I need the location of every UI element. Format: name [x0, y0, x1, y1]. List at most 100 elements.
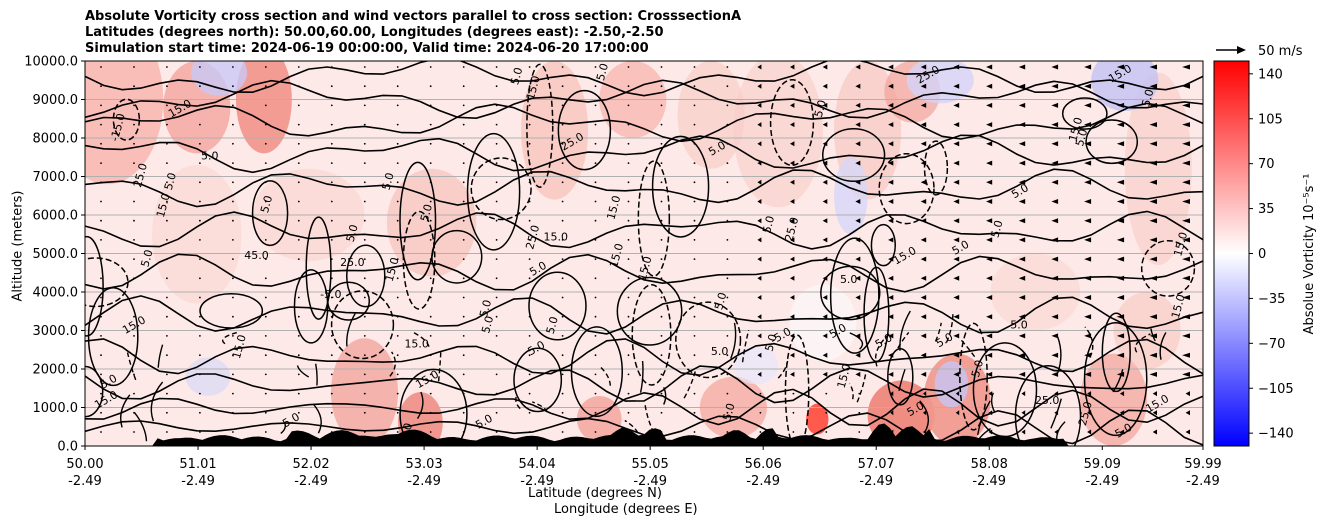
wind-vector: [1051, 295, 1059, 300]
wind-vector: [396, 354, 399, 357]
wind-vector: [986, 371, 993, 377]
wind-vector: [888, 83, 894, 89]
wind-vector: [986, 218, 993, 224]
wind-vector: [462, 296, 465, 299]
wind-vector: [528, 85, 531, 88]
wind-vector: [1182, 83, 1190, 89]
wind-vector: [199, 123, 201, 126]
wind-vector: [429, 315, 432, 318]
contour-line-low-level: [413, 332, 430, 347]
wind-vector: [953, 122, 960, 128]
wind-vector: [1149, 314, 1157, 320]
wind-vector: [100, 258, 102, 260]
wind-vector: [822, 160, 828, 166]
contour-label: 5.0: [711, 345, 729, 358]
wind-vector: [1084, 179, 1092, 185]
wind-vector: [822, 371, 828, 377]
wind-vector: [1018, 83, 1026, 89]
contour-line-low-level: [960, 339, 976, 358]
wind-vector: [920, 333, 927, 339]
contour-loop: [675, 301, 742, 379]
wind-vector: [726, 85, 729, 88]
wind-vector: [1116, 64, 1125, 70]
wind-vector: [1084, 102, 1092, 108]
wind-vector: [627, 411, 630, 414]
wind-vector: [363, 392, 366, 395]
wind-vector: [822, 275, 828, 281]
wind-vector: [330, 354, 333, 357]
x-tick-label-latitude: 52.02: [292, 457, 329, 472]
wind-vector: [726, 392, 729, 395]
wind-vector: [1185, 391, 1190, 397]
wind-vector: [363, 431, 366, 433]
wind-vector: [495, 392, 498, 395]
wind-vector: [757, 256, 762, 262]
wind-vector: [986, 256, 993, 262]
contour-line: [85, 134, 1203, 174]
wind-vector: [790, 199, 795, 204]
wind-vector: [693, 296, 696, 299]
wind-vector: [988, 429, 993, 435]
wind-vector: [986, 64, 993, 70]
contour-loop: [959, 322, 988, 431]
contour-label: 25.0: [1035, 394, 1060, 407]
vorticity-region: [934, 361, 969, 408]
contour-label: 5.0: [508, 66, 525, 86]
vorticity-region: [733, 61, 823, 208]
contour-label: 5.0: [201, 149, 219, 162]
wind-vector: [790, 275, 795, 281]
wind-vector: [528, 142, 531, 145]
wind-vector: [627, 277, 630, 280]
wind-vector: [920, 218, 927, 224]
wind-vector: [396, 411, 399, 414]
wind-vector: [726, 200, 729, 203]
wind-vector: [1149, 352, 1157, 358]
x-tick-label-latitude: 59.09: [1084, 457, 1121, 472]
wind-vector: [986, 295, 993, 300]
wind-vector: [693, 335, 696, 337]
wind-vector: [693, 431, 696, 433]
wind-vector: [199, 392, 201, 395]
wind-vector: [1152, 429, 1157, 435]
wind-vector: [1018, 275, 1026, 281]
wind-vector: [396, 392, 399, 395]
wind-vector: [297, 162, 300, 165]
contour-line: [85, 338, 1203, 377]
wind-vector: [988, 410, 993, 416]
contour-loop: [631, 284, 672, 386]
wind-vector: [1084, 275, 1092, 281]
wind-vector: [297, 123, 300, 126]
wind-vector: [986, 141, 993, 147]
wind-vector: [790, 64, 795, 70]
wind-vector: [920, 83, 927, 89]
wind-vector: [790, 102, 795, 108]
wind-vector: [495, 431, 498, 433]
wind-vector: [627, 104, 630, 107]
wind-vector: [594, 296, 597, 299]
wind-vector: [757, 160, 762, 166]
wind-vector: [594, 142, 597, 145]
wind-vector: [133, 85, 135, 88]
contour-line-low-level: [897, 331, 910, 349]
wind-vector: [792, 392, 795, 395]
wind-vector: [1182, 352, 1190, 358]
wind-vector: [528, 162, 531, 165]
wind-vector: [822, 179, 828, 185]
wind-vector: [264, 142, 267, 145]
contour-line-low-level: [741, 330, 750, 363]
wind-vector: [100, 296, 102, 299]
wind-vector: [757, 102, 762, 108]
wind-vector: [1152, 391, 1157, 397]
wind-vector: [199, 373, 201, 376]
wind-vector: [330, 66, 333, 68]
wind-vector: [363, 104, 366, 107]
wind-vector: [923, 391, 927, 397]
wind-vector: [1051, 122, 1059, 128]
y-tick-label: 10000.0: [24, 55, 78, 70]
vorticity-region: [733, 345, 779, 385]
wind-vector: [1051, 179, 1059, 185]
wind-vector: [133, 66, 135, 68]
wind-vector: [660, 258, 663, 260]
x-tick-label-latitude: 53.03: [405, 457, 442, 472]
